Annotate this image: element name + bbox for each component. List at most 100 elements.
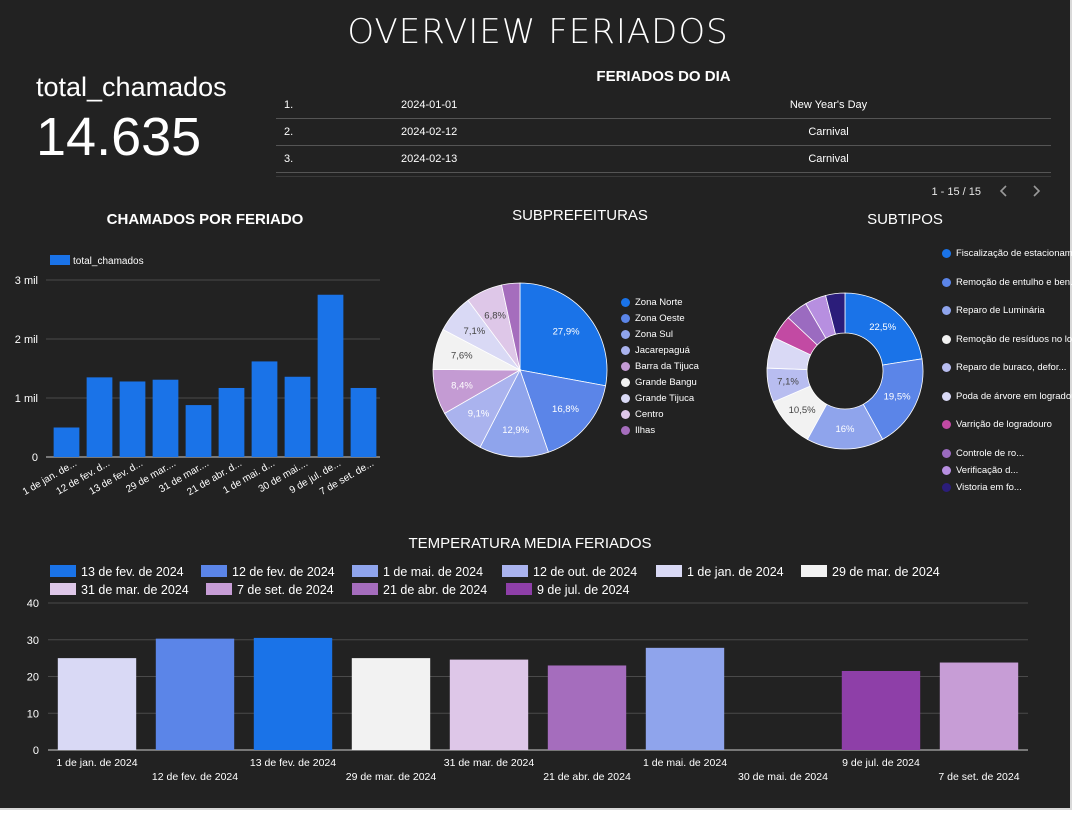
legend-item[interactable]: 12 de out. de 2024 (502, 565, 637, 579)
pie-slice (501, 282, 521, 371)
legend-item[interactable]: 1 de jan. de 2024 (656, 565, 784, 579)
y-tick-label: 1 mil (15, 393, 38, 405)
slice-label: 12,9% (502, 425, 529, 436)
row-name: Carnival (808, 126, 849, 138)
table-row[interactable]: 3. 2024-02-13 Carnival (276, 146, 1051, 173)
legend-item[interactable]: 7 de set. de 2024 (206, 583, 334, 597)
slice-label: 7,1% (464, 326, 486, 337)
slice-label: 22,5% (869, 322, 896, 333)
legend-label: 7 de set. de 2024 (237, 583, 334, 597)
y-tick-label: 0 (33, 745, 39, 757)
chevron-left-icon[interactable] (995, 182, 1013, 200)
legend-label: 21 de abr. de 2024 (383, 583, 488, 597)
legend-swatch (352, 565, 378, 577)
legend-item[interactable]: 29 de mar. de 2024 (801, 565, 940, 579)
legend-swatch (942, 334, 951, 344)
legend-swatch (942, 482, 951, 492)
legend-swatch (621, 346, 630, 355)
legend-swatch (621, 426, 630, 435)
legend-item[interactable]: 31 de mar. de 2024 (50, 583, 189, 597)
legend-swatch (621, 394, 630, 403)
legend-swatch (942, 249, 951, 258)
bar (449, 659, 529, 750)
slice-label: 16% (835, 424, 855, 435)
bar-chart-title: CHAMADOS POR FERIADO (106, 211, 304, 228)
subtipos-donut-chart: 22,5% 19,5% 16% 10,5% 7,1% (766, 292, 924, 450)
legend-item[interactable]: 21 de abr. de 2024 (352, 583, 487, 597)
chevron-right-icon[interactable] (1027, 182, 1045, 200)
slice-label: 7,6% (451, 350, 473, 361)
legend-label: Grande Tijuca (635, 393, 695, 404)
legend-swatch (942, 363, 951, 372)
subtipos-legend: Fiscalização de estacioname... Remoção de… (942, 248, 1076, 498)
bar (645, 647, 725, 750)
legend-swatch (621, 314, 630, 323)
bar (155, 638, 235, 750)
legend-swatch (621, 410, 630, 419)
legend-label: Zona Norte (635, 297, 683, 308)
legend-label: Verificação d... (956, 464, 1019, 476)
legend-item[interactable]: 13 de fev. de 2024 (50, 565, 184, 579)
legend-label: Centro (635, 409, 664, 420)
x-tick-label: 7 de set. de 2024 (938, 771, 1019, 783)
row-index: 1. (284, 99, 294, 111)
legend-swatch (621, 362, 630, 371)
x-tick-label: 21 de abr. de 2024 (543, 771, 631, 783)
table-row[interactable]: 1. 2024-01-01 New Year's Day (276, 92, 1051, 119)
legend-swatch (50, 565, 76, 577)
legend-label: 31 de mar. de 2024 (81, 583, 189, 597)
legend-swatch (942, 420, 951, 429)
page-title: OVERVIEW FERIADOS (347, 12, 729, 52)
y-tick-label: 3 mil (15, 275, 38, 287)
row-name: New Year's Day (789, 99, 868, 111)
temp-chart-title: TEMPERATURA MEDIA FERIADOS (408, 535, 652, 552)
legend-item[interactable]: 12 de fev. de 2024 (201, 565, 335, 579)
legend-label: Barra da Tijuca (635, 361, 699, 372)
slice-label: 7,1% (777, 377, 799, 388)
subprefeituras-pie-chart: 27,9% 16,8% 12,9% 9,1% 8,4% 7,6% 7,1% 6,8% (432, 282, 608, 458)
bar (251, 361, 278, 457)
legend-label: Controle de ro... (956, 447, 1025, 459)
legend-label: Fiscalização de estacioname... (956, 248, 1076, 259)
legend-label: Zona Oeste (635, 313, 685, 324)
legend-label: Jacarepaguá (635, 345, 690, 356)
legend-label: 9 de jul. de 2024 (537, 583, 630, 597)
legend-swatch (942, 448, 951, 458)
slice-label: 10,5% (789, 405, 816, 416)
table-row[interactable]: 2. 2024-02-12 Carnival (276, 119, 1051, 146)
temperatura-bar-chart: 0 10 20 30 40 1 de jan. de 2024 12 de fev. de … (27, 598, 1028, 783)
legend-label: Varrição de logradouro (956, 419, 1052, 430)
y-tick-label: 10 (27, 708, 39, 720)
row-name: Carnival (808, 153, 849, 165)
bar (841, 670, 921, 750)
legend-swatch (942, 465, 951, 475)
pager-count: 1 - 15 / 15 (931, 186, 981, 198)
legend-label: 1 de jan. de 2024 (687, 565, 784, 579)
bar (152, 379, 179, 457)
legend-label: total_chamados (73, 256, 144, 267)
legend-label: Remoção de resíduos no lo... (956, 333, 1076, 345)
legend-swatch (50, 583, 76, 595)
slice-label: 19,5% (884, 392, 911, 403)
legend-swatch (942, 277, 951, 287)
legend-label: 12 de out. de 2024 (533, 565, 638, 579)
feriados-table: 1. 2024-01-01 New Year's Day 2. 2024-02-… (276, 92, 1051, 176)
donut-chart-title: SUBTIPOS (867, 211, 943, 228)
slice-label: 8,4% (451, 380, 473, 391)
legend-item[interactable]: 9 de jul. de 2024 (506, 583, 629, 597)
table-title: FERIADOS DO DIA (596, 68, 731, 85)
y-tick-label: 20 (27, 672, 39, 684)
legend-label: Reparo de buraco, defor... (956, 362, 1067, 373)
bar (547, 665, 627, 750)
bar (53, 427, 80, 457)
legend-item[interactable]: 1 de mai. de 2024 (352, 565, 483, 579)
bar (284, 376, 311, 457)
row-date: 2024-02-13 (401, 153, 458, 165)
bar (351, 658, 431, 750)
bar (939, 662, 1019, 750)
x-tick-label: 9 de jul. de 2024 (842, 757, 920, 769)
legend-label: Remoção de entulho e ben... (956, 276, 1076, 288)
kpi-value: 14.635 (36, 107, 202, 167)
